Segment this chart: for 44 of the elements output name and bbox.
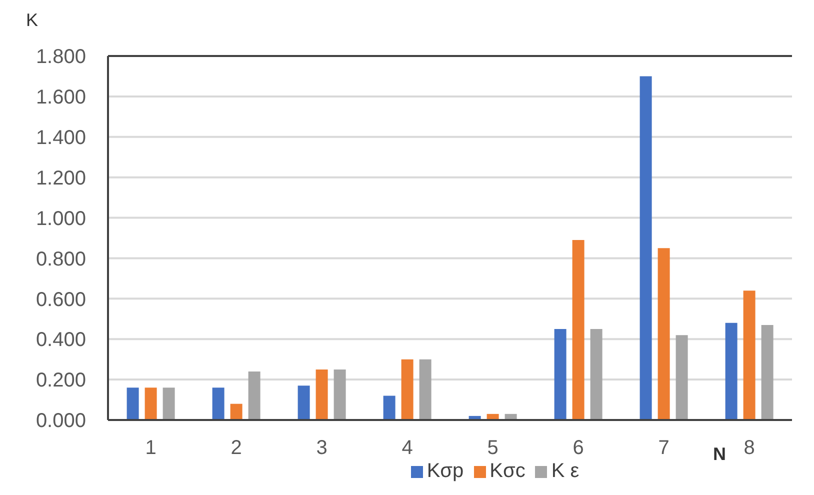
bar: [640, 76, 652, 420]
legend-label: Kσc: [490, 460, 526, 482]
bar: [554, 329, 566, 420]
y-tick-label: 1.400: [36, 126, 86, 149]
legend-label: K ε: [551, 460, 580, 482]
y-tick-label: 1.000: [36, 208, 86, 230]
bar: [590, 329, 602, 420]
bar: [334, 369, 346, 420]
bar: [212, 388, 224, 420]
bar: [743, 290, 756, 420]
bar: [676, 335, 688, 420]
bar: [725, 322, 738, 420]
x-tick-label: 3: [316, 437, 328, 460]
x-tick-label: 1: [145, 437, 156, 460]
y-tick-label: 0.000: [36, 410, 86, 432]
bar: [401, 359, 414, 420]
y-tick-label: 0.200: [36, 370, 86, 392]
bar: [419, 359, 432, 420]
bar: [144, 388, 157, 420]
bar: [761, 324, 774, 420]
x-tick-label: 2: [230, 437, 242, 460]
bar: [572, 240, 584, 420]
y-axis-title: K: [26, 10, 38, 31]
y-tick-label: 1.200: [36, 167, 86, 190]
x-tick-label: 5: [487, 437, 498, 460]
bar: [383, 396, 396, 420]
bar: [248, 371, 260, 420]
x-tick-label: 8: [744, 437, 755, 460]
bar: [316, 369, 328, 420]
y-tick-label: 0.400: [36, 329, 86, 352]
bar: [162, 388, 175, 420]
y-tick-label: 0.600: [36, 288, 86, 311]
bar: [230, 404, 242, 420]
y-tick-label: 1.600: [36, 86, 86, 109]
bar: [658, 248, 670, 420]
x-tick-label: 6: [572, 437, 584, 460]
y-tick-label: 1.800: [36, 46, 86, 68]
bar: [126, 388, 139, 420]
x-tick-label: 4: [402, 437, 413, 460]
y-tick-label: 0.800: [36, 248, 86, 270]
legend-label: Kσp: [426, 460, 464, 482]
x-axis-title: N: [713, 444, 726, 465]
bar: [298, 386, 310, 420]
x-tick-label: 7: [658, 437, 670, 460]
